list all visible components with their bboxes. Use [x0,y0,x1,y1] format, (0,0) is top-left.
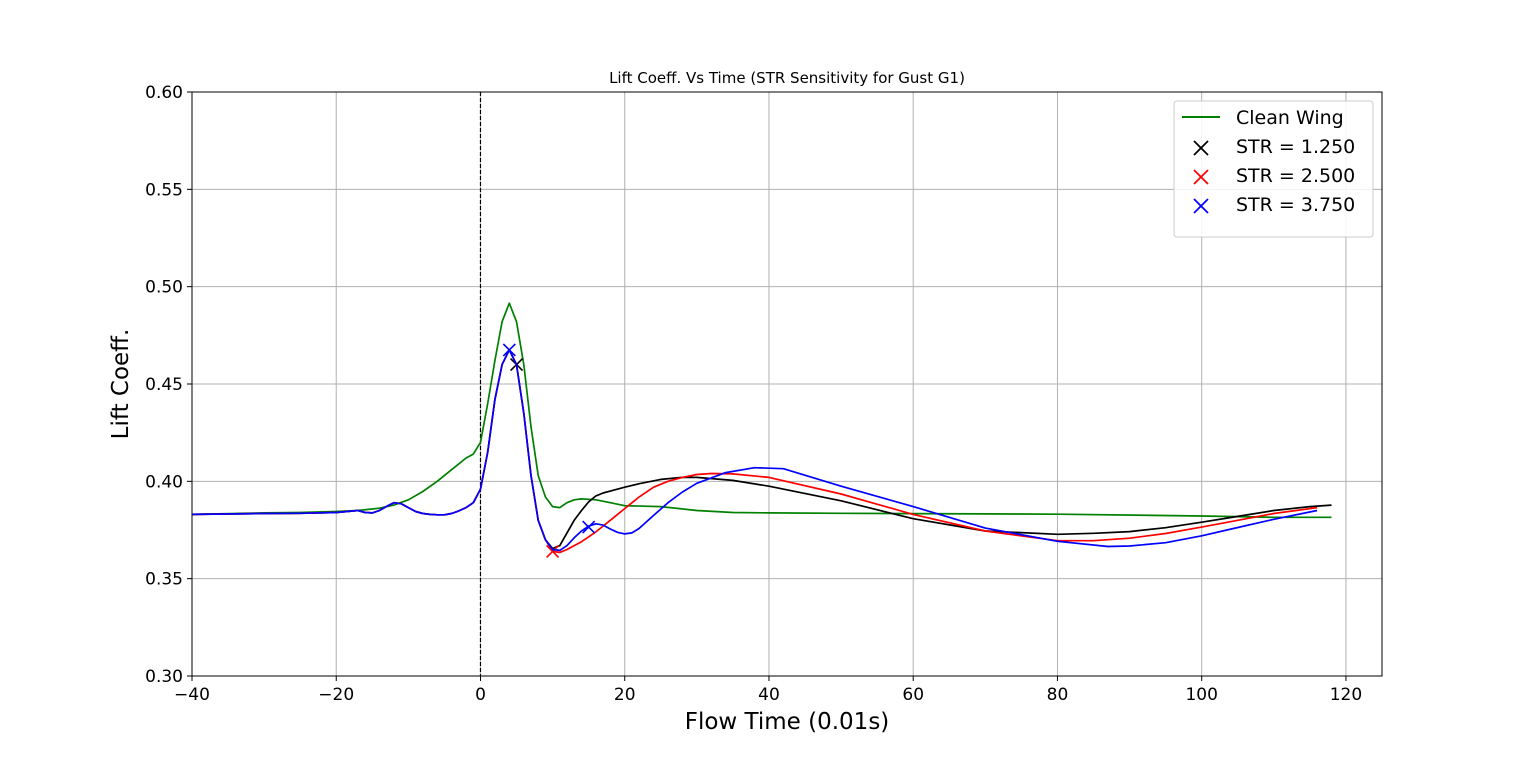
series-line-4 [191,349,1318,552]
x-tick-label: 100 [1185,685,1217,705]
y-axis-label: Lift Coeff. [108,329,134,440]
data-cross-marker [502,343,516,357]
y-tick-label: 0.30 [145,667,183,687]
y-tick-label: 0.35 [145,570,183,590]
legend: Clean Wing STR = 1.250 STR = 2.500 STR = 3.… [1173,100,1374,238]
series-group [191,302,1332,558]
y-tick-label: 0.40 [145,472,183,492]
y-tick-label: 0.45 [145,375,183,395]
x-tick-label: 120 [1330,685,1362,705]
y-tick-label: 0.55 [145,180,183,200]
x-tick-label: 20 [614,685,636,705]
legend-entry-label: STR = 3.750 [1236,194,1355,216]
x-axis-label: Flow Time (0.01s) [685,709,890,735]
x-tick-label: −20 [318,685,354,705]
y-tick-label: 0.50 [145,278,183,298]
chart-title: Lift Coeff. Vs Time (STR Sensitivity for… [609,69,965,87]
legend-entry-label: STR = 1.250 [1236,136,1355,158]
x-tick-label: 40 [758,685,780,705]
y-tick-label: 0.60 [145,83,183,103]
series-line-1 [191,302,1332,519]
data-cross-marker [582,520,596,534]
x-tick-label: −40 [174,685,210,705]
legend-cross-swatch [1193,140,1209,156]
legend-box [1173,100,1374,238]
legend-entry-label: STR = 2.500 [1236,165,1355,187]
x-tick-label: 0 [475,685,486,705]
data-cross-marker [546,544,560,558]
legend-entry-label: Clean Wing [1236,107,1344,129]
x-tick-label: 60 [902,685,924,705]
legend-cross-swatch [1193,169,1209,185]
axis-ticks: −40 −20 0 20 40 60 80 100 120 0.30 0.35 0.40 0.45 0.5… [145,83,1362,705]
legend-cross-swatch [1193,198,1209,214]
x-tick-label: 80 [1047,685,1069,705]
